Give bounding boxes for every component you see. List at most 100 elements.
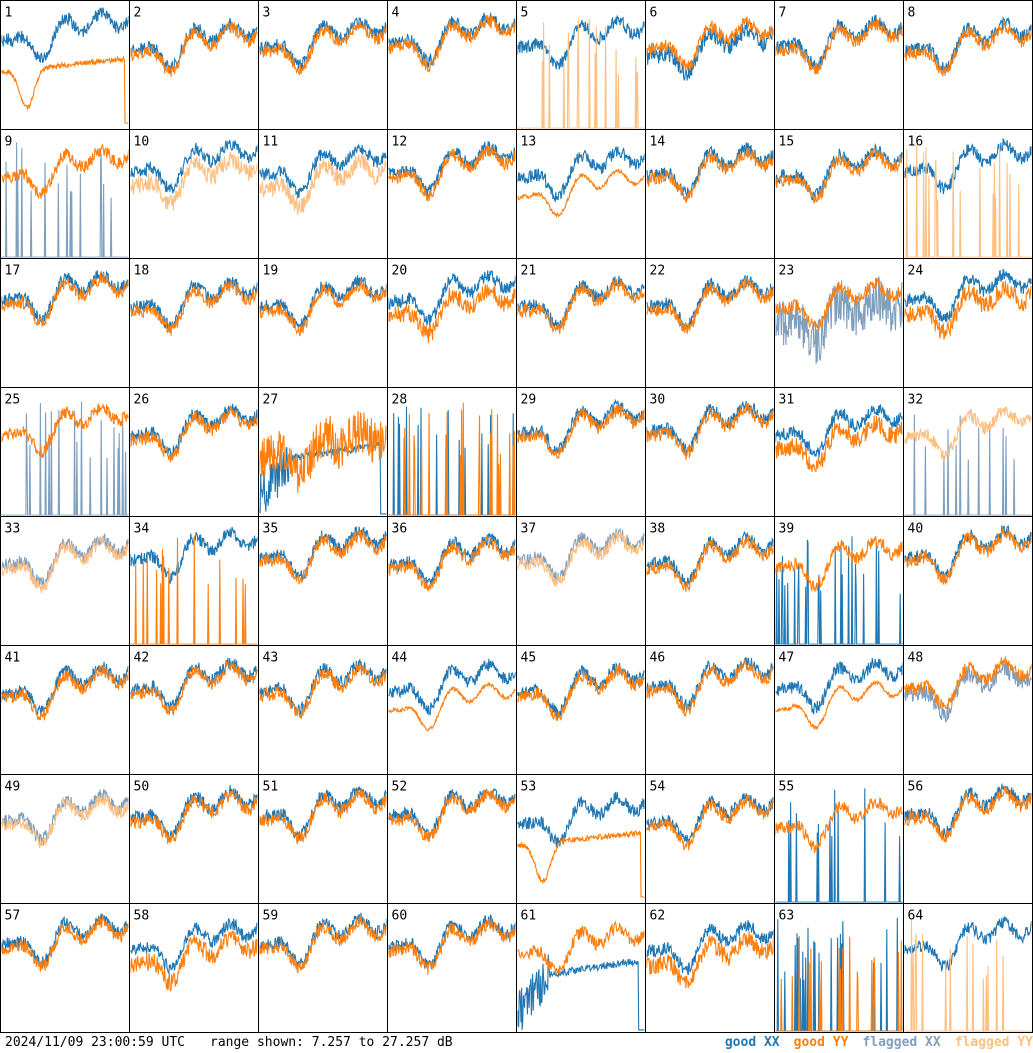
- panel-label: 7: [779, 6, 787, 21]
- series-yy-line: [259, 662, 387, 720]
- series-xx-line: [646, 919, 774, 976]
- series-yy-line: [388, 682, 516, 732]
- series-yy-line: [646, 658, 774, 717]
- panel-32: 32: [903, 387, 1033, 517]
- legend-entry: flagged YY: [954, 1035, 1033, 1050]
- series-xx-line: [775, 276, 903, 365]
- panel-frame: [903, 0, 1033, 130]
- panel-label: 59: [263, 909, 279, 924]
- panel-label: 47: [779, 651, 795, 666]
- series-yy-line: [517, 920, 645, 976]
- series-yy-line: [517, 168, 645, 219]
- panel-12: 12: [387, 129, 517, 259]
- series-yy-line: [1, 664, 129, 721]
- series-yy-line: [130, 930, 258, 992]
- panel-label: 40: [908, 522, 924, 537]
- series-yy-line: [775, 536, 903, 593]
- series-yy-line: [130, 660, 258, 717]
- panel-label: 54: [650, 780, 666, 795]
- panel-46: 46: [645, 645, 775, 775]
- series-yy-line: [775, 277, 903, 332]
- series-xx-line: [388, 787, 516, 841]
- panel-label: 20: [392, 264, 408, 279]
- panel-23: 23: [774, 258, 904, 388]
- panel-22: 22: [645, 258, 775, 388]
- series-yy-line: [904, 406, 1032, 461]
- panel-frame: [129, 129, 259, 259]
- panel-20: 20: [387, 258, 517, 388]
- series-yy-line: [517, 664, 645, 721]
- panel-frame: [258, 258, 388, 388]
- series-yy-line: [775, 796, 903, 854]
- series-yy-line: [775, 680, 903, 731]
- panel-label: 25: [5, 393, 21, 408]
- panel-18: 18: [129, 258, 259, 388]
- panel-label: 4: [392, 6, 400, 21]
- panel-label: 64: [908, 909, 924, 924]
- panel-35: 35: [258, 516, 388, 646]
- series-xx-line: [517, 15, 645, 70]
- panel-label: 22: [650, 264, 666, 279]
- series-yy-line: [646, 276, 774, 334]
- panel-label: 5: [521, 6, 529, 21]
- series-yy-line: [388, 536, 516, 591]
- series-yy-line: [517, 18, 645, 129]
- panel-52: 52: [387, 774, 517, 904]
- panel-label: 28: [392, 393, 408, 408]
- series-yy-line: [1, 272, 129, 328]
- panel-label: 6: [650, 6, 658, 21]
- series-yy-line: [388, 144, 516, 202]
- series-xx-line: [259, 275, 387, 332]
- panel-label: 60: [392, 909, 408, 924]
- series-yy-line: [646, 402, 774, 461]
- panel-31: 31: [774, 387, 904, 517]
- series-yy-line: [517, 279, 645, 334]
- series-yy-line: [646, 535, 774, 592]
- panel-44: 44: [387, 645, 517, 775]
- panel-frame: [129, 0, 259, 130]
- panel-7: 7: [774, 0, 904, 130]
- series-yy-line: [259, 22, 387, 76]
- series-xx-line: [259, 143, 387, 199]
- panel-frame: [516, 0, 646, 130]
- panel-8: 8: [903, 0, 1033, 130]
- panel-6: 6: [645, 0, 775, 130]
- panel-label: 50: [134, 780, 150, 795]
- series-xx-line: [388, 658, 516, 716]
- panel-frame: [129, 387, 259, 517]
- series-yy-line: [904, 919, 1032, 1032]
- panel-label: 32: [908, 393, 924, 408]
- panel-label: 44: [392, 651, 408, 666]
- panel-label: 27: [263, 393, 279, 408]
- panel-label: 19: [263, 264, 279, 279]
- panel-label: 48: [908, 651, 924, 666]
- panel-label: 56: [908, 780, 924, 795]
- series-yy-line: [517, 404, 645, 459]
- panel-56: 56: [903, 774, 1033, 904]
- panel-label: 35: [263, 522, 279, 537]
- panel-39: 39: [774, 516, 904, 646]
- series-yy-line: [1, 55, 129, 124]
- panel-label: 26: [134, 393, 150, 408]
- footer: 2024/11/09 23:00:59 UTC range shown: 7.2…: [0, 1033, 1033, 1053]
- panel-frame: [387, 516, 517, 646]
- panel-label: 2: [134, 6, 142, 21]
- panel-label: 11: [263, 135, 279, 150]
- panel-label: 46: [650, 651, 666, 666]
- series-yy-line: [259, 154, 387, 216]
- panel-38: 38: [645, 516, 775, 646]
- panel-label: 23: [779, 264, 795, 279]
- panel-label: 10: [134, 135, 150, 150]
- panel-1: 1: [0, 0, 130, 130]
- panel-label: 49: [5, 780, 21, 795]
- series-xx-line: [130, 918, 258, 974]
- panel-frame: [516, 258, 646, 388]
- panel-64: 64: [903, 903, 1033, 1033]
- panel-14: 14: [645, 129, 775, 259]
- legend: good XX good YY flagged XX flagged YY: [711, 1033, 1033, 1053]
- series-yy-line: [904, 280, 1032, 340]
- panel-label: 58: [134, 909, 150, 924]
- series-yy-line: [259, 529, 387, 585]
- panel-60: 60: [387, 903, 517, 1033]
